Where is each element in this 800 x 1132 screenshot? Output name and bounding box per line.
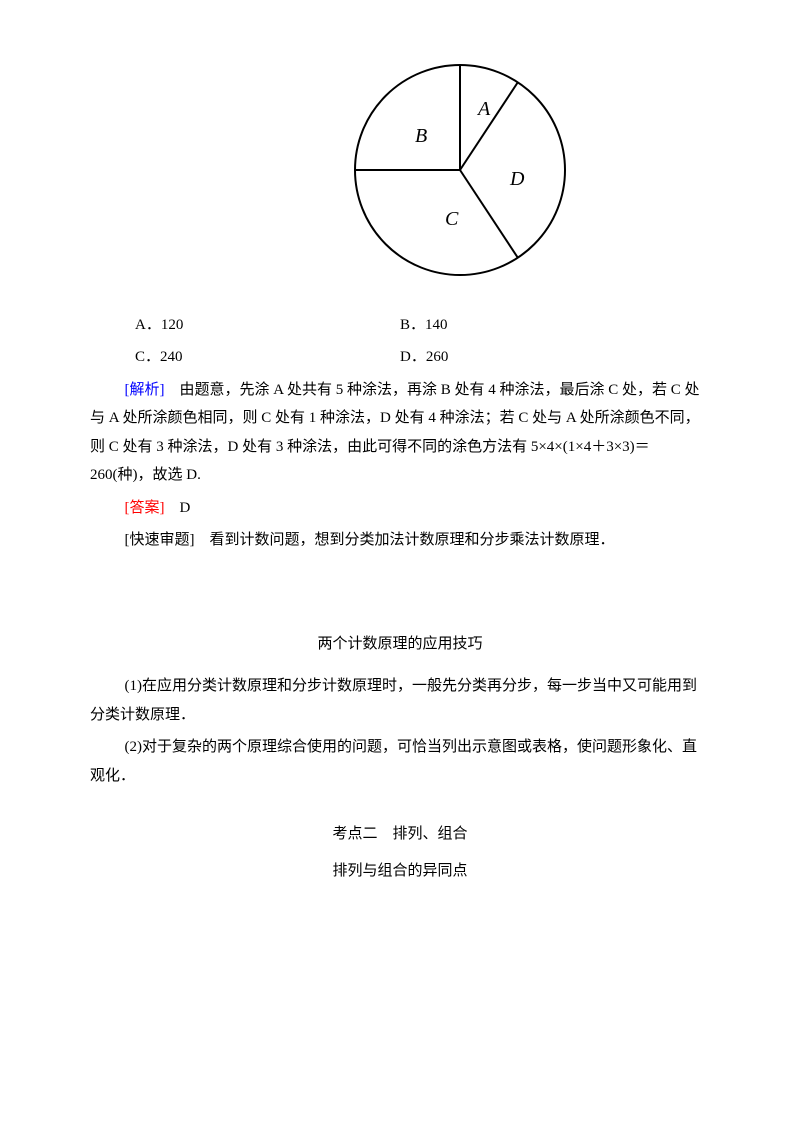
solution-paragraph: [解析] 由题意，先涂 A 处共有 5 种涂法，再涂 B 处有 4 种涂法，最后…	[90, 376, 710, 490]
pie-label-d: D	[509, 168, 525, 190]
option-d: D．260	[400, 343, 710, 372]
option-c: C．240	[90, 343, 400, 372]
subtitle: 排列与组合的异同点	[90, 857, 710, 886]
pie-chart-svg: A B C D	[350, 60, 570, 280]
options-row-1: A．120 B．140	[90, 311, 710, 340]
option-b: B．140	[400, 311, 710, 340]
pie-line-upper-right	[460, 82, 518, 170]
quick-label: [快速审题]	[125, 532, 195, 548]
solution-text: 由题意，先涂 A 处共有 5 种涂法，再涂 B 处有 4 种涂法，最后涂 C 处…	[90, 382, 700, 484]
pie-label-c: C	[445, 208, 459, 230]
exam-point: 考点二 排列、组合	[90, 820, 710, 849]
tip-1: (1)在应用分类计数原理和分步计数原理时，一般先分类再分步，每一步当中又可能用到…	[90, 672, 710, 729]
options-row-2: C．240 D．260	[90, 343, 710, 372]
tip-2: (2)对于复杂的两个原理综合使用的问题，可恰当列出示意图或表格，使问题形象化、直…	[90, 733, 710, 790]
answer-text: D	[165, 500, 191, 516]
pie-label-b: B	[415, 125, 427, 147]
quick-text: 看到计数问题，想到分类加法计数原理和分步乘法计数原理．	[195, 532, 615, 548]
section-title: 两个计数原理的应用技巧	[90, 630, 710, 659]
option-a: A．120	[90, 311, 400, 340]
pie-chart-container: A B C D	[90, 60, 710, 291]
answer-paragraph: [答案] D	[90, 494, 710, 523]
solution-label: [解析]	[125, 382, 165, 398]
quick-paragraph: [快速审题] 看到计数问题，想到分类加法计数原理和分步乘法计数原理．	[90, 526, 710, 555]
pie-label-a: A	[476, 98, 491, 120]
answer-label: [答案]	[125, 500, 165, 516]
